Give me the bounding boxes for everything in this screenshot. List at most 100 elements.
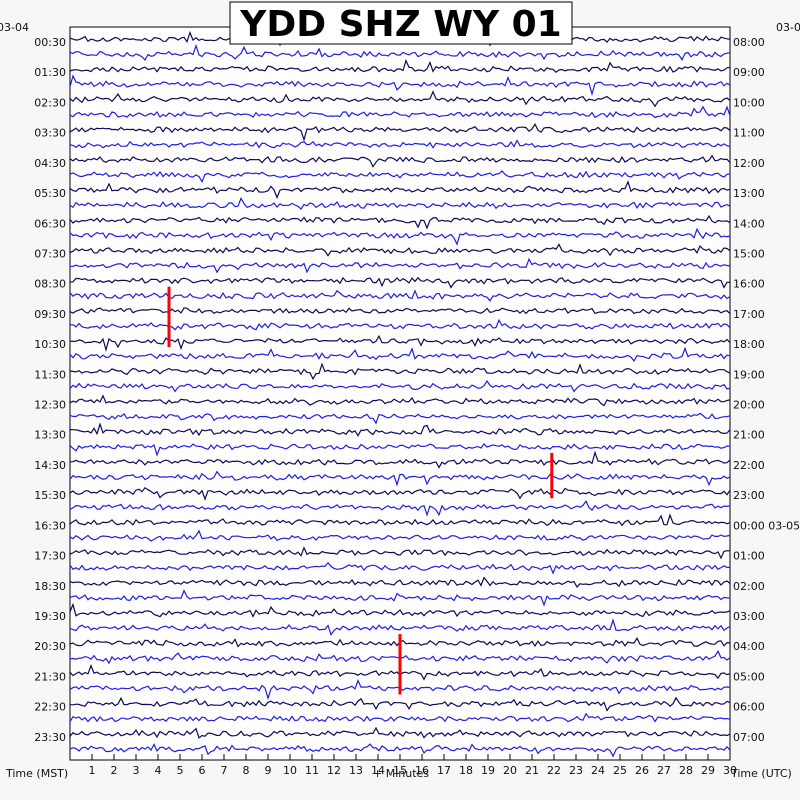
chart-title: YDD SHZ WY 01 (239, 4, 561, 45)
left-axis-label: Time (MST) (5, 767, 68, 780)
x-tick-label: 10 (283, 764, 297, 777)
right-tick-label: 05:00 (733, 670, 765, 683)
left-tick-label: 02:30 (34, 96, 66, 109)
left-tick-label: 08:30 (34, 278, 66, 291)
left-tick-label: 07:30 (34, 247, 66, 260)
trace-row (69, 726, 731, 739)
trace-row (69, 307, 731, 315)
right-tick-label: 20:00 (733, 399, 765, 412)
trace-row (69, 379, 731, 393)
trace-row (69, 500, 731, 517)
right-tick-label: 11:00 (733, 127, 765, 140)
trace-row (69, 346, 731, 362)
left-tick-label: 19:30 (34, 610, 66, 623)
right-tick-label: 01:00 (733, 550, 765, 563)
event-marker-group (167, 286, 554, 695)
x-tick-label: 9 (265, 764, 272, 777)
right-tick-label: 21:00 (733, 429, 765, 442)
trace-row (69, 227, 731, 246)
left-tick-label: 06:30 (34, 217, 66, 230)
trace-row (69, 289, 731, 302)
x-tick-label: 21 (525, 764, 539, 777)
left-tick-label: 09:30 (34, 308, 66, 321)
trace-row (69, 696, 731, 712)
right-tick-label: 16:00 (733, 278, 765, 291)
x-tick-label: 17 (437, 764, 451, 777)
left-tick-label: 23:30 (34, 731, 66, 744)
right-tick-label: 15:00 (733, 247, 765, 260)
trace-row (69, 257, 731, 274)
left-date-label: 03-04 (0, 21, 29, 34)
trace-row (69, 276, 731, 289)
x-tick-group: 1 2 3 4 5 6 7 8 9 10 11 12 13 14 15 16 17 18 19 20 21 22 23 24 2… (89, 754, 737, 777)
right-tick-label: 12:00 (733, 157, 765, 170)
left-tick-label: 13:30 (34, 429, 66, 442)
trace-row (69, 180, 731, 200)
x-axis-label: + Minutes (373, 767, 429, 780)
x-tick-label: 26 (635, 764, 649, 777)
trace-row (69, 712, 731, 724)
left-tick-label: 16:30 (34, 519, 66, 532)
trace-row (69, 442, 731, 457)
left-tick-label: 01:30 (34, 66, 66, 79)
trace-row (69, 513, 731, 527)
left-tick-label: 11:30 (34, 368, 66, 381)
left-tick-label: 20:30 (34, 640, 66, 653)
trace-row (69, 334, 731, 353)
x-tick-label: 15 (393, 764, 407, 777)
trace-row (69, 154, 731, 168)
right-tick-label: 22:00 (733, 459, 765, 472)
trace-row (69, 58, 731, 73)
trace-row (69, 546, 731, 560)
right-tick-label: 04:00 (733, 640, 765, 653)
x-tick-label: 6 (199, 764, 206, 777)
right-tick-label: 09:00 (733, 66, 765, 79)
trace-row (69, 618, 731, 637)
trace-row (69, 170, 731, 184)
left-tick-label: 12:30 (34, 399, 66, 412)
trace-row (69, 602, 731, 618)
trace-row (69, 487, 731, 501)
left-tick-label: 18:30 (34, 580, 66, 593)
x-tick-label: 12 (327, 764, 341, 777)
trace-row (69, 43, 731, 62)
right-tick-label: 10:00 (733, 96, 765, 109)
x-tick-label: 7 (221, 764, 228, 777)
x-tick-label: 5 (177, 764, 184, 777)
right-tick-label: 17:00 (733, 308, 765, 321)
right-tick-label: 23:00 (733, 489, 765, 502)
x-tick-label: 1 (89, 764, 96, 777)
right-tick-label: 00:00 03-05 (733, 519, 800, 532)
trace-row (69, 394, 731, 407)
right-tick-label: 03:00 (733, 610, 765, 623)
trace-row (69, 450, 731, 469)
right-tick-group: 08:00 09:00 10:00 11:00 12:00 13:00 14:00 15:00… (733, 36, 800, 744)
trace-row (69, 74, 731, 97)
x-tick-label: 18 (459, 764, 473, 777)
x-tick-label: 24 (591, 764, 605, 777)
left-tick-label: 04:30 (34, 157, 66, 170)
left-tick-group: 00:30 01:30 02:30 03:30 04:30 05:30 06:30 07:30… (34, 36, 66, 744)
trace-row (69, 214, 731, 230)
x-tick-label: 19 (481, 764, 495, 777)
right-axis-label: Time (UTC) (730, 767, 792, 780)
trace-row (69, 139, 731, 149)
left-tick-label: 22:30 (34, 701, 66, 714)
x-tick-label: 11 (305, 764, 319, 777)
trace-row (69, 561, 730, 575)
right-tick-label: 18:00 (733, 338, 765, 351)
x-tick-label: 13 (349, 764, 363, 777)
x-tick-label: 28 (679, 764, 693, 777)
right-tick-label: 02:00 (733, 580, 765, 593)
left-tick-label: 21:30 (34, 670, 66, 683)
x-tick-label: 2 (111, 764, 118, 777)
trace-row (69, 589, 731, 607)
right-tick-label: 13:00 (733, 187, 765, 200)
x-tick-label: 29 (701, 764, 715, 777)
x-tick-label: 27 (657, 764, 671, 777)
left-tick-label: 10:30 (34, 338, 66, 351)
x-tick-label: 23 (569, 764, 583, 777)
title-box (229, 1, 573, 45)
trace-row (69, 576, 731, 589)
